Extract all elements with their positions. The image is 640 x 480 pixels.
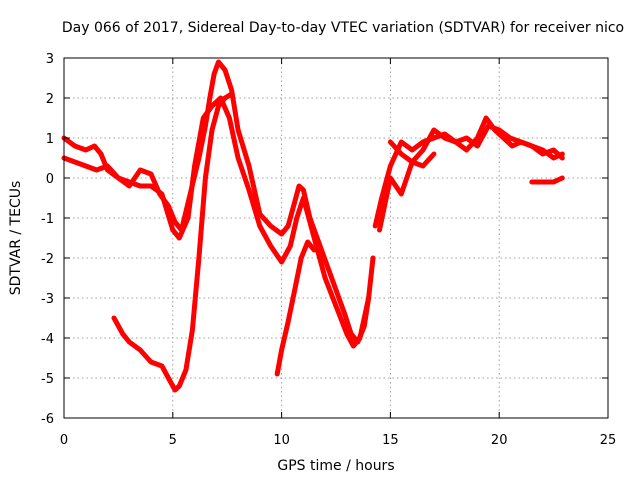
y-tick-label: 0 xyxy=(46,172,54,187)
y-tick-labels: -6 -5 -4 -3 -2 -1 0 1 2 3 xyxy=(41,52,54,427)
y-tick-label: -4 xyxy=(41,332,54,347)
x-tick-label: 20 xyxy=(491,433,508,448)
x-tick-label: 10 xyxy=(273,433,290,448)
series-7 xyxy=(274,239,317,377)
series-1 xyxy=(61,59,376,345)
ticks xyxy=(63,57,609,419)
y-axis-label: SDTVAR / TECUs xyxy=(8,181,24,296)
x-axis-label: GPS time / hours xyxy=(277,458,394,474)
y-tick-label: -2 xyxy=(41,252,54,267)
y-tick-label: -6 xyxy=(41,412,54,427)
x-tick-label: 5 xyxy=(169,433,177,448)
y-tick-label: 3 xyxy=(46,52,54,67)
x-tick-labels: 0 5 10 15 20 25 xyxy=(60,433,616,448)
chart-title: Day 066 of 2017, Sidereal Day-to-day VTE… xyxy=(62,20,624,36)
series-2 xyxy=(61,95,372,349)
y-tick-label: 2 xyxy=(46,92,54,107)
y-tick-label: -5 xyxy=(41,372,54,387)
x-tick-label: 25 xyxy=(600,433,617,448)
y-tick-label: -3 xyxy=(41,292,54,307)
x-tick-label: 15 xyxy=(382,433,399,448)
y-tick-label: -1 xyxy=(41,212,54,227)
x-tick-label: 0 xyxy=(60,433,68,448)
y-tick-label: 1 xyxy=(46,132,54,147)
plot-frame xyxy=(63,57,609,419)
series-layer xyxy=(61,59,565,393)
series-8 xyxy=(529,175,565,185)
series-4 xyxy=(372,115,565,229)
grid xyxy=(64,58,608,418)
series-5 xyxy=(377,151,437,233)
series-6 xyxy=(111,91,235,393)
